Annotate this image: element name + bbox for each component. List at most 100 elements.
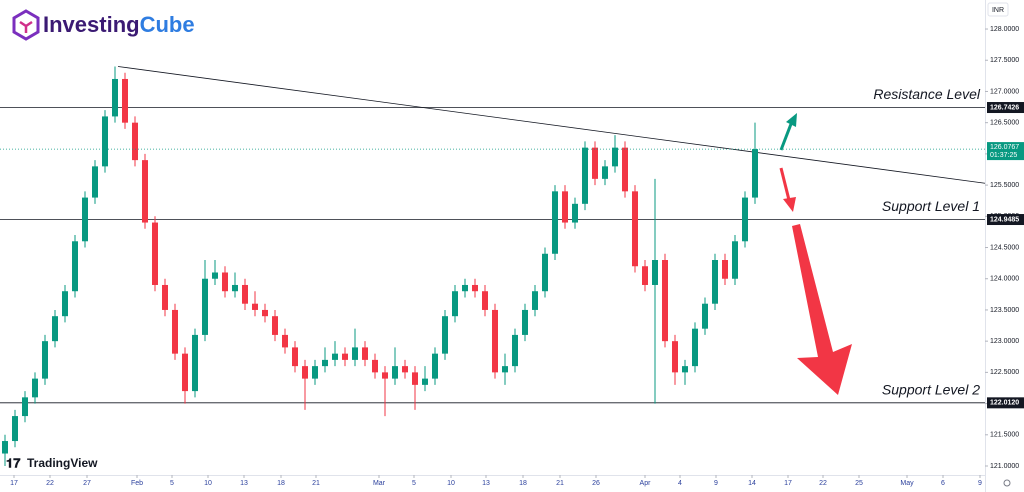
candle-body xyxy=(682,366,688,373)
candle-body xyxy=(382,372,388,379)
candle-body xyxy=(712,260,718,304)
candle-body xyxy=(482,291,488,310)
candle-body xyxy=(452,291,458,317)
candle-body xyxy=(222,272,228,292)
x-tick-label: Mar xyxy=(373,480,386,487)
candle-body xyxy=(62,291,68,317)
x-tick-label: 26 xyxy=(592,480,600,487)
last-price-label: 126.0767 xyxy=(990,144,1019,151)
candle-body xyxy=(152,222,158,285)
candle-body xyxy=(72,241,78,292)
candle-body xyxy=(572,203,578,223)
candle-body xyxy=(92,166,98,198)
candle-body xyxy=(292,347,298,367)
x-tick-label: 13 xyxy=(240,480,248,487)
y-tick-label: 124.0000 xyxy=(990,276,1019,283)
candle-body xyxy=(52,316,58,342)
x-tick-label: 21 xyxy=(312,480,320,487)
x-tick-label: 9 xyxy=(714,480,718,487)
candle-body xyxy=(202,278,208,335)
x-tick-label: 18 xyxy=(277,480,285,487)
candle-body xyxy=(262,309,268,317)
arrow-down-small-head xyxy=(783,197,796,212)
arrow-down-small xyxy=(779,167,791,201)
last-price-box xyxy=(987,142,1024,161)
tradingview-logo: 𝟏𝟕 TradingView xyxy=(6,455,98,470)
candle-body xyxy=(122,78,128,123)
candle-body xyxy=(282,334,288,348)
level-name: Support Level 1 xyxy=(882,198,980,214)
candle-body xyxy=(542,253,548,292)
x-tick-label: May xyxy=(900,480,914,487)
candle-body xyxy=(742,197,748,242)
currency-box[interactable] xyxy=(987,2,1009,17)
settings-icon[interactable] xyxy=(1003,479,1011,487)
y-tick-label: 127.5000 xyxy=(990,57,1019,64)
logo: InvestingCube xyxy=(12,9,195,41)
candle-body xyxy=(752,149,758,198)
x-tick-label: 9 xyxy=(978,480,982,487)
y-tick-label: 127.0000 xyxy=(990,88,1019,95)
candle-body xyxy=(2,441,8,454)
candle-body xyxy=(302,366,308,379)
candle-body xyxy=(422,378,428,385)
level-price-box xyxy=(987,214,1024,226)
y-tick-label: 124.5000 xyxy=(990,244,1019,251)
candle-body xyxy=(392,366,398,379)
x-tick-label: 4 xyxy=(678,480,682,487)
candle-body xyxy=(142,160,148,223)
candle-body xyxy=(612,147,618,167)
arrow-up-head xyxy=(786,113,797,127)
x-tick-label: 5 xyxy=(170,480,174,487)
y-tick-label: 125.5000 xyxy=(990,182,1019,189)
candle-body xyxy=(522,309,528,335)
candle-body xyxy=(102,116,108,167)
arrow-down-large xyxy=(792,224,852,395)
x-tick-label: 22 xyxy=(46,480,54,487)
candle-body xyxy=(552,191,558,254)
candle-body xyxy=(702,303,708,329)
candle-body xyxy=(12,416,18,442)
level-price-label: 126.7426 xyxy=(990,104,1019,111)
x-tick-label: 5 xyxy=(412,480,416,487)
candle-body xyxy=(652,260,658,285)
countdown: 01:37:25 xyxy=(990,152,1017,159)
candle-body xyxy=(32,378,38,398)
candle-body xyxy=(182,353,188,392)
candle-body xyxy=(322,359,328,367)
level-price-box xyxy=(987,102,1024,114)
y-tick-label: 123.0000 xyxy=(990,338,1019,345)
x-tick-label: 10 xyxy=(204,480,212,487)
platform-name: TradingView xyxy=(27,456,98,470)
candle-body xyxy=(212,272,218,279)
level-price-label: 124.9485 xyxy=(990,216,1019,223)
candle-body xyxy=(582,147,588,204)
candle-body xyxy=(352,347,358,360)
candle-body xyxy=(662,260,668,342)
candle-body xyxy=(162,284,168,310)
arrow-up xyxy=(779,123,793,151)
logo-part: Investing xyxy=(43,12,140,37)
level-name: Support Level 2 xyxy=(882,382,980,398)
candle-body xyxy=(632,191,638,267)
candle-body xyxy=(442,316,448,354)
y-tick-label: 123.5000 xyxy=(990,307,1019,314)
logo-icon xyxy=(12,9,40,41)
candle-body xyxy=(622,147,628,192)
currency[interactable]: INR xyxy=(992,7,1004,14)
y-tick-label: 121.0000 xyxy=(990,463,1019,470)
x-tick-label: 17 xyxy=(784,480,792,487)
y-tick-label: 128.0000 xyxy=(990,26,1019,33)
x-tick-label: 13 xyxy=(482,480,490,487)
candle-body xyxy=(362,347,368,360)
x-tick-label: Apr xyxy=(640,480,652,487)
candle-body xyxy=(192,334,198,392)
candle-body xyxy=(82,197,88,242)
candle-body xyxy=(602,166,608,179)
candle-body xyxy=(512,334,518,367)
candle-body xyxy=(732,241,738,279)
candle-body xyxy=(172,309,178,354)
trendline xyxy=(117,66,986,184)
